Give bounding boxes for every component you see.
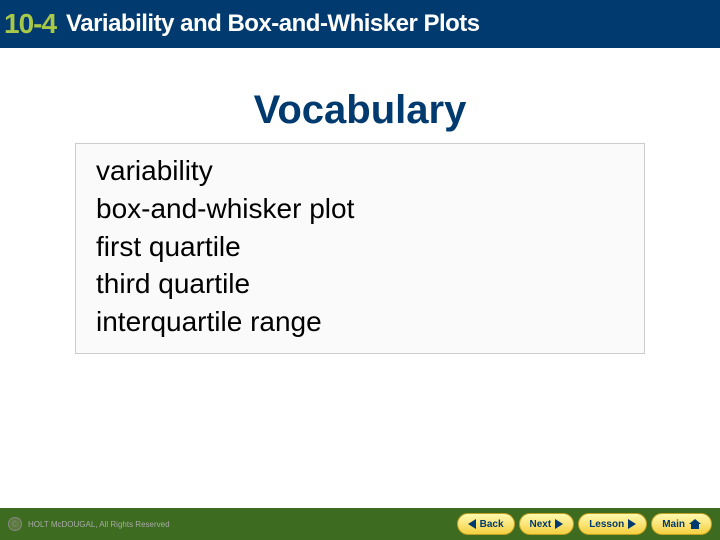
vocabulary-box: variability box-and-whisker plot first q…	[75, 143, 645, 354]
arrow-right-icon	[628, 519, 636, 529]
main-button[interactable]: Main	[651, 513, 712, 535]
arrow-right-icon	[555, 519, 563, 529]
vocabulary-heading: Vocabulary	[0, 88, 720, 133]
back-label: Back	[480, 519, 504, 530]
vocab-item: box-and-whisker plot	[96, 190, 624, 228]
arrow-left-icon	[468, 519, 476, 529]
section-number: 10-4	[4, 8, 56, 40]
vocab-item: first quartile	[96, 228, 624, 266]
next-label: Next	[530, 519, 552, 530]
copyright-text: HOLT McDOUGAL, All Rights Reserved	[28, 520, 170, 529]
footer-bar: © HOLT McDOUGAL, All Rights Reserved Bac…	[0, 508, 720, 540]
copyright-icon: ©	[8, 517, 22, 531]
back-button[interactable]: Back	[457, 513, 515, 535]
footer-copyright: © HOLT McDOUGAL, All Rights Reserved	[8, 517, 170, 531]
vocab-item: third quartile	[96, 265, 624, 303]
home-icon	[689, 519, 701, 529]
main-label: Main	[662, 519, 685, 530]
header-bar: 10-4 Variability and Box-and-Whisker Plo…	[0, 0, 720, 48]
vocab-item: interquartile range	[96, 303, 624, 341]
footer-nav: Back Next Lesson Main	[457, 513, 712, 535]
header-title: Variability and Box-and-Whisker Plots	[66, 10, 480, 38]
lesson-button[interactable]: Lesson	[578, 513, 647, 535]
lesson-label: Lesson	[589, 519, 624, 530]
next-button[interactable]: Next	[519, 513, 575, 535]
vocab-item: variability	[96, 152, 624, 190]
